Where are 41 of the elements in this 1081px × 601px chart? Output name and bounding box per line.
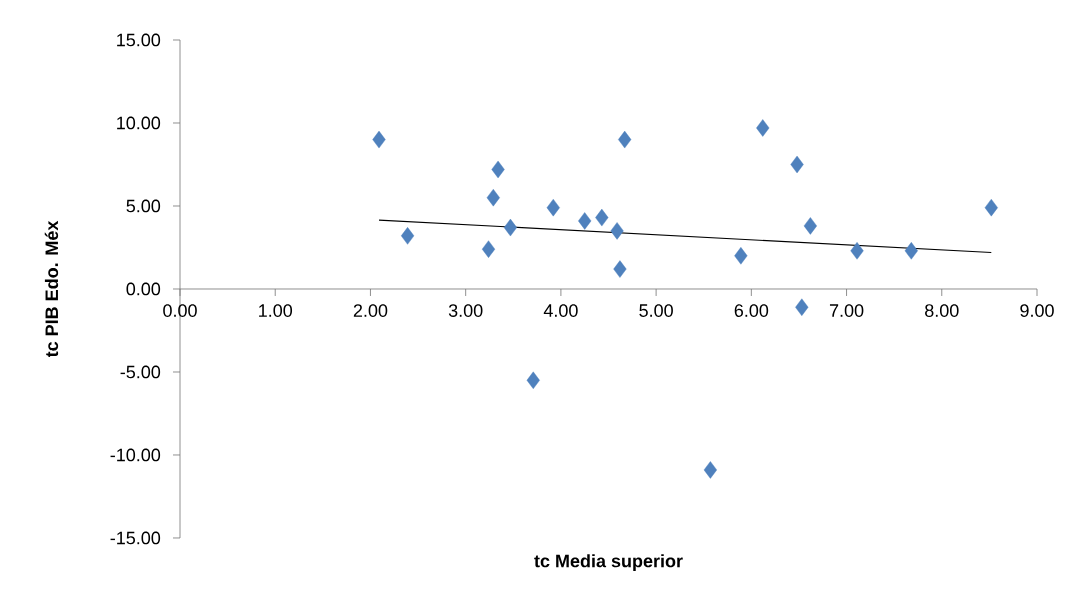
x-tick-label: 8.00 bbox=[925, 304, 959, 317]
point bbox=[546, 198, 560, 217]
x-tick-label: 9.00 bbox=[1020, 304, 1054, 317]
y-tick-label: 5.00 bbox=[126, 199, 161, 213]
point bbox=[984, 198, 998, 217]
point bbox=[486, 188, 500, 207]
x-axis-title: tc Media superior bbox=[534, 554, 683, 571]
point bbox=[595, 208, 609, 227]
x-tick-label: 5.00 bbox=[639, 304, 673, 317]
point bbox=[703, 461, 717, 479]
y-tick-label: 15.00 bbox=[117, 33, 161, 47]
point bbox=[618, 130, 632, 149]
point bbox=[491, 160, 505, 179]
point bbox=[503, 218, 517, 237]
point bbox=[481, 240, 496, 258]
point bbox=[756, 119, 770, 137]
y-tick-label: 10.00 bbox=[117, 116, 161, 130]
point bbox=[795, 298, 809, 316]
point bbox=[734, 247, 748, 265]
point bbox=[372, 130, 386, 149]
point bbox=[904, 242, 918, 260]
x-tick-label: 4.00 bbox=[543, 304, 578, 317]
x-tick-label: 7.00 bbox=[829, 304, 864, 317]
x-tick-label: 3.00 bbox=[448, 304, 483, 317]
y-axis-title: tc PIB Edo. Méx bbox=[44, 220, 59, 358]
point bbox=[850, 242, 864, 260]
point bbox=[610, 222, 624, 240]
x-tick-label: 1.00 bbox=[259, 304, 293, 317]
point bbox=[578, 212, 592, 230]
point bbox=[526, 371, 540, 389]
point bbox=[790, 155, 804, 174]
x-tick-label: 0.00 bbox=[163, 304, 197, 317]
x-tick-label: 6.00 bbox=[734, 304, 769, 317]
y-tick-label: -15.00 bbox=[110, 531, 161, 545]
point bbox=[613, 260, 627, 278]
y-tick-label: 0.00 bbox=[126, 282, 161, 296]
y-tick-label: -5.00 bbox=[120, 365, 161, 379]
x-tick-label: 2.00 bbox=[353, 304, 388, 317]
point bbox=[803, 217, 817, 235]
point bbox=[401, 227, 415, 245]
y-tick-label: -10.00 bbox=[110, 448, 161, 462]
